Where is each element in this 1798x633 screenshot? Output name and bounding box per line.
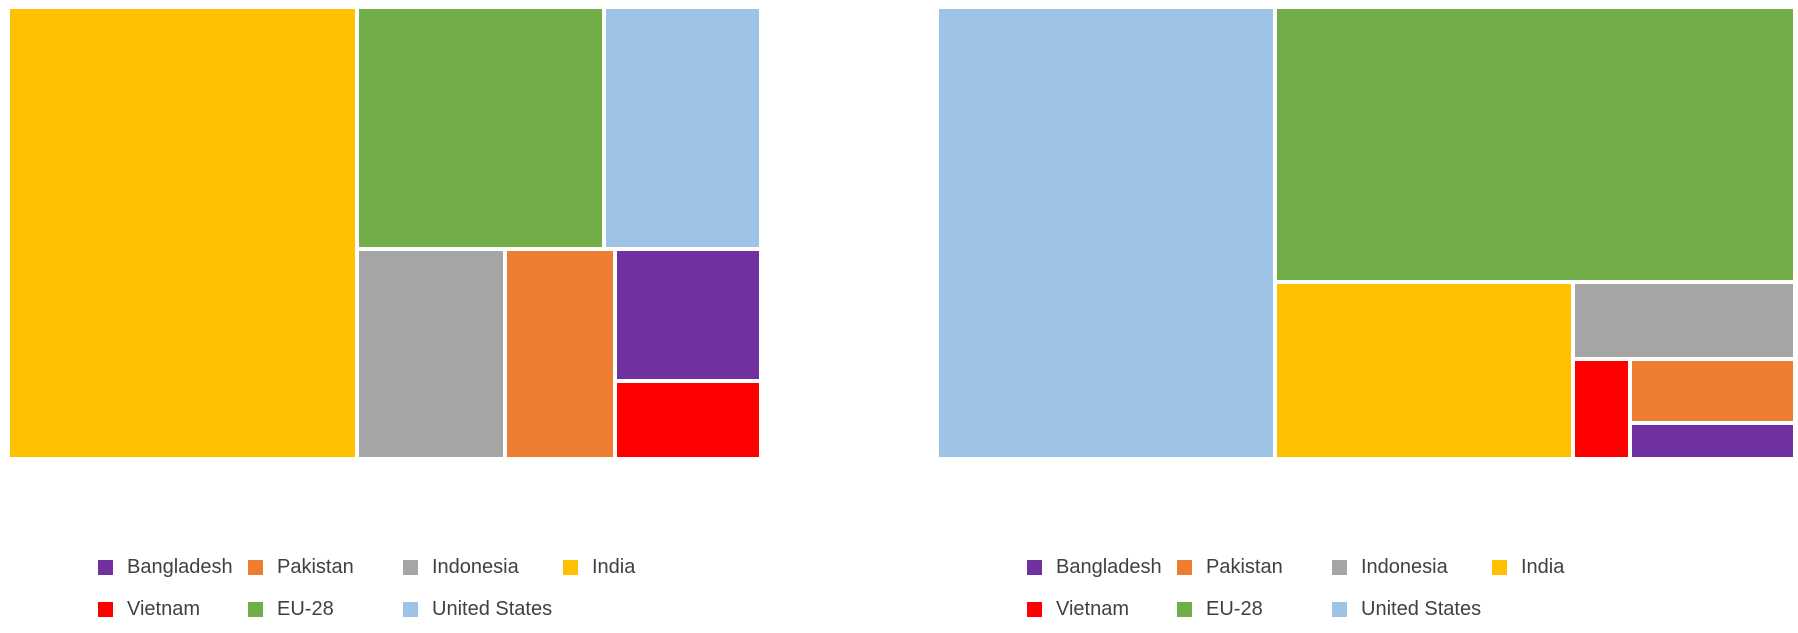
legend-item-india: India: [1492, 553, 1564, 581]
legend-label: United States: [432, 597, 553, 620]
treemap-plot-area: [937, 7, 1798, 526]
legend-swatch: [1332, 559, 1347, 575]
legend-swatch: [1177, 559, 1192, 575]
legend-item-vietnam: Vietnam: [98, 595, 200, 623]
treemap-tile-united-states: [604, 7, 761, 249]
legend-swatch: [1492, 559, 1507, 575]
legend-label: Vietnam: [1056, 597, 1130, 620]
legend-label: India: [592, 555, 636, 578]
legend-swatch: [403, 559, 418, 575]
treemap-tile-india: [1275, 282, 1573, 459]
legend-swatch: [248, 601, 263, 617]
legend-swatch: [248, 559, 263, 575]
legend-label: Pakistan: [277, 555, 354, 578]
legend-item-indonesia: Indonesia: [1332, 553, 1448, 581]
treemap-tile-india: [8, 7, 357, 459]
legend-label: EU-28: [1206, 597, 1263, 620]
legend-item-vietnam: Vietnam: [1027, 595, 1129, 623]
legend-label: EU-28: [277, 597, 334, 620]
treemap-tile-pakistan: [505, 249, 615, 459]
legend-swatch: [403, 601, 418, 617]
legend-item-bangladesh: Bangladesh: [98, 553, 233, 581]
legend-swatch: [1177, 601, 1192, 617]
treemap-tile-united-states: [937, 7, 1275, 459]
legend-item-pakistan: Pakistan: [248, 553, 354, 581]
chart-legend: Bangladesh Pakistan Indonesia India Vietnam E…: [98, 553, 818, 633]
legend-swatch: [1332, 601, 1347, 617]
legend-swatch: [563, 559, 578, 575]
legend-item-eu-28: EU-28: [1177, 595, 1263, 623]
treemap-tile-bangladesh: [615, 249, 761, 381]
treemap-tile-vietnam: [615, 381, 761, 459]
legend-item-bangladesh: Bangladesh: [1027, 553, 1162, 581]
treemap-tile-indonesia: [1573, 282, 1795, 359]
treemap-tile-eu-28: [1275, 7, 1795, 282]
treemap-chart-left: Bangladesh Pakistan Indonesia India Vietnam E…: [8, 0, 870, 632]
legend-label: Indonesia: [432, 555, 519, 578]
legend-item-pakistan: Pakistan: [1177, 553, 1283, 581]
legend-swatch: [1027, 601, 1042, 617]
legend-item-united-states: United States: [403, 595, 552, 623]
treemap-plot-area: [8, 7, 870, 526]
treemap-tile-pakistan: [1630, 359, 1795, 423]
legend-label: India: [1521, 555, 1565, 578]
legend-item-eu-28: EU-28: [248, 595, 334, 623]
legend-item-india: India: [563, 553, 635, 581]
legend-label: United States: [1361, 597, 1482, 620]
legend-item-indonesia: Indonesia: [403, 553, 519, 581]
treemap-tile-indonesia: [357, 249, 505, 459]
legend-label: Pakistan: [1206, 555, 1283, 578]
treemap-tile-vietnam: [1573, 359, 1630, 459]
legend-item-united-states: United States: [1332, 595, 1481, 623]
treemap-tile-eu-28: [357, 7, 604, 249]
chart-legend: Bangladesh Pakistan Indonesia India Vietnam E…: [1027, 553, 1747, 633]
treemap-tile-bangladesh: [1630, 423, 1795, 459]
legend-swatch: [1027, 559, 1042, 575]
legend-swatch: [98, 559, 113, 575]
legend-swatch: [98, 601, 113, 617]
legend-label: Indonesia: [1361, 555, 1448, 578]
treemap-chart-right: Bangladesh Pakistan Indonesia India Vietnam E…: [937, 0, 1798, 632]
legend-label: Vietnam: [127, 597, 201, 620]
legend-label: Bangladesh: [127, 555, 233, 578]
legend-label: Bangladesh: [1056, 555, 1162, 578]
